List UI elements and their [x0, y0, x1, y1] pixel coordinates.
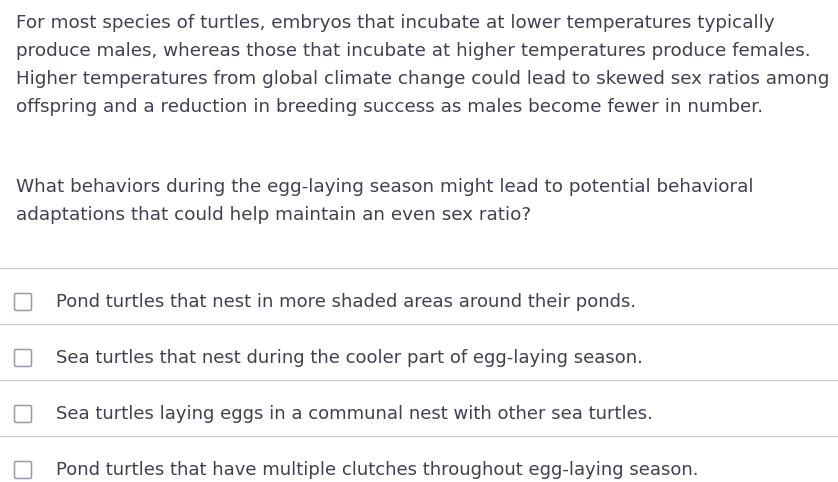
- Text: Higher temperatures from global climate change could lead to skewed sex ratios a: Higher temperatures from global climate …: [16, 70, 830, 88]
- Text: adaptations that could help maintain an even sex ratio?: adaptations that could help maintain an …: [16, 206, 531, 224]
- FancyBboxPatch shape: [14, 349, 32, 366]
- FancyBboxPatch shape: [14, 405, 32, 423]
- Text: Sea turtles laying eggs in a communal nest with other sea turtles.: Sea turtles laying eggs in a communal ne…: [56, 405, 653, 423]
- Text: Sea turtles that nest during the cooler part of egg-laying season.: Sea turtles that nest during the cooler …: [56, 349, 643, 367]
- Text: For most species of turtles, embryos that incubate at lower temperatures typical: For most species of turtles, embryos tha…: [16, 14, 774, 32]
- FancyBboxPatch shape: [14, 294, 32, 310]
- Text: produce males, whereas those that incubate at higher temperatures produce female: produce males, whereas those that incuba…: [16, 42, 810, 60]
- FancyBboxPatch shape: [14, 461, 32, 479]
- Text: offspring and a reduction in breeding success as males become fewer in number.: offspring and a reduction in breeding su…: [16, 98, 763, 116]
- Text: What behaviors during the egg-laying season might lead to potential behavioral: What behaviors during the egg-laying sea…: [16, 178, 753, 196]
- Text: Pond turtles that nest in more shaded areas around their ponds.: Pond turtles that nest in more shaded ar…: [56, 293, 636, 311]
- Text: Pond turtles that have multiple clutches throughout egg-laying season.: Pond turtles that have multiple clutches…: [56, 461, 699, 479]
